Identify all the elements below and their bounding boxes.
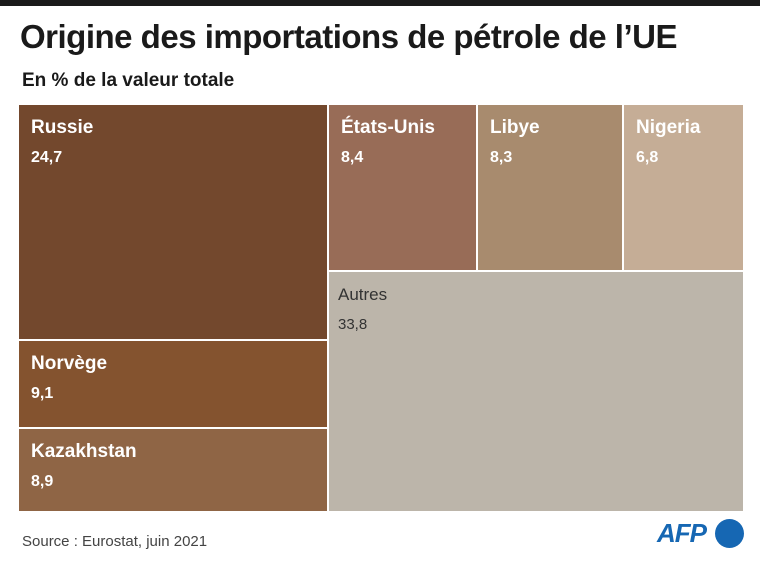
treemap-cell-norvege: Norvège 9,1 xyxy=(17,339,329,429)
chart-title: Origine des importations de pétrole de l… xyxy=(20,18,677,55)
chart-subtitle: En % de la valeur totale xyxy=(22,70,235,91)
treemap-value-kazakhstan: 8,9 xyxy=(31,473,53,490)
treemap-value-nigeria: 6,8 xyxy=(636,149,658,166)
treemap-cell-libye: Libye 8,3 xyxy=(476,103,624,272)
afp-logo-dot-icon xyxy=(715,519,744,548)
treemap-rect-russie xyxy=(17,103,329,341)
treemap-cell-kazakhstan: Kazakhstan 8,9 xyxy=(17,427,329,513)
treemap-rect-libye xyxy=(476,103,624,272)
afp-logo-text: AFP xyxy=(657,518,707,548)
treemap-rect-autres xyxy=(327,270,745,513)
treemap-cell-russie: Russie 24,7 xyxy=(17,103,329,341)
treemap-rect-norvege xyxy=(17,339,329,429)
treemap-cell-nigeria: Nigeria 6,8 xyxy=(622,103,745,272)
treemap-value-russie: 24,7 xyxy=(31,149,62,166)
treemap-cell-autres: Autres 33,8 xyxy=(327,270,745,513)
treemap-label-nigeria: Nigeria xyxy=(636,117,701,138)
treemap-rect-kazakhstan xyxy=(17,427,329,513)
treemap-value-autres: 33,8 xyxy=(338,316,367,333)
treemap-value-libye: 8,3 xyxy=(490,149,512,166)
treemap-value-norvege: 9,1 xyxy=(31,385,53,402)
treemap-rect-etats-unis xyxy=(327,103,478,272)
treemap-label-russie: Russie xyxy=(31,117,93,138)
source-note: Source : Eurostat, juin 2021 xyxy=(22,533,208,550)
treemap-label-norvege: Norvège xyxy=(31,353,107,374)
afp-logo: AFP xyxy=(657,516,747,550)
treemap-rect-nigeria xyxy=(622,103,745,272)
treemap-value-etats-unis: 8,4 xyxy=(341,149,363,166)
treemap-cell-etats-unis: États-Unis 8,4 xyxy=(327,103,478,272)
treemap-label-autres: Autres xyxy=(338,285,387,304)
treemap-label-kazakhstan: Kazakhstan xyxy=(31,441,137,462)
top-rule xyxy=(0,0,760,6)
treemap-label-libye: Libye xyxy=(490,117,540,138)
treemap-label-etats-unis: États-Unis xyxy=(341,116,435,138)
